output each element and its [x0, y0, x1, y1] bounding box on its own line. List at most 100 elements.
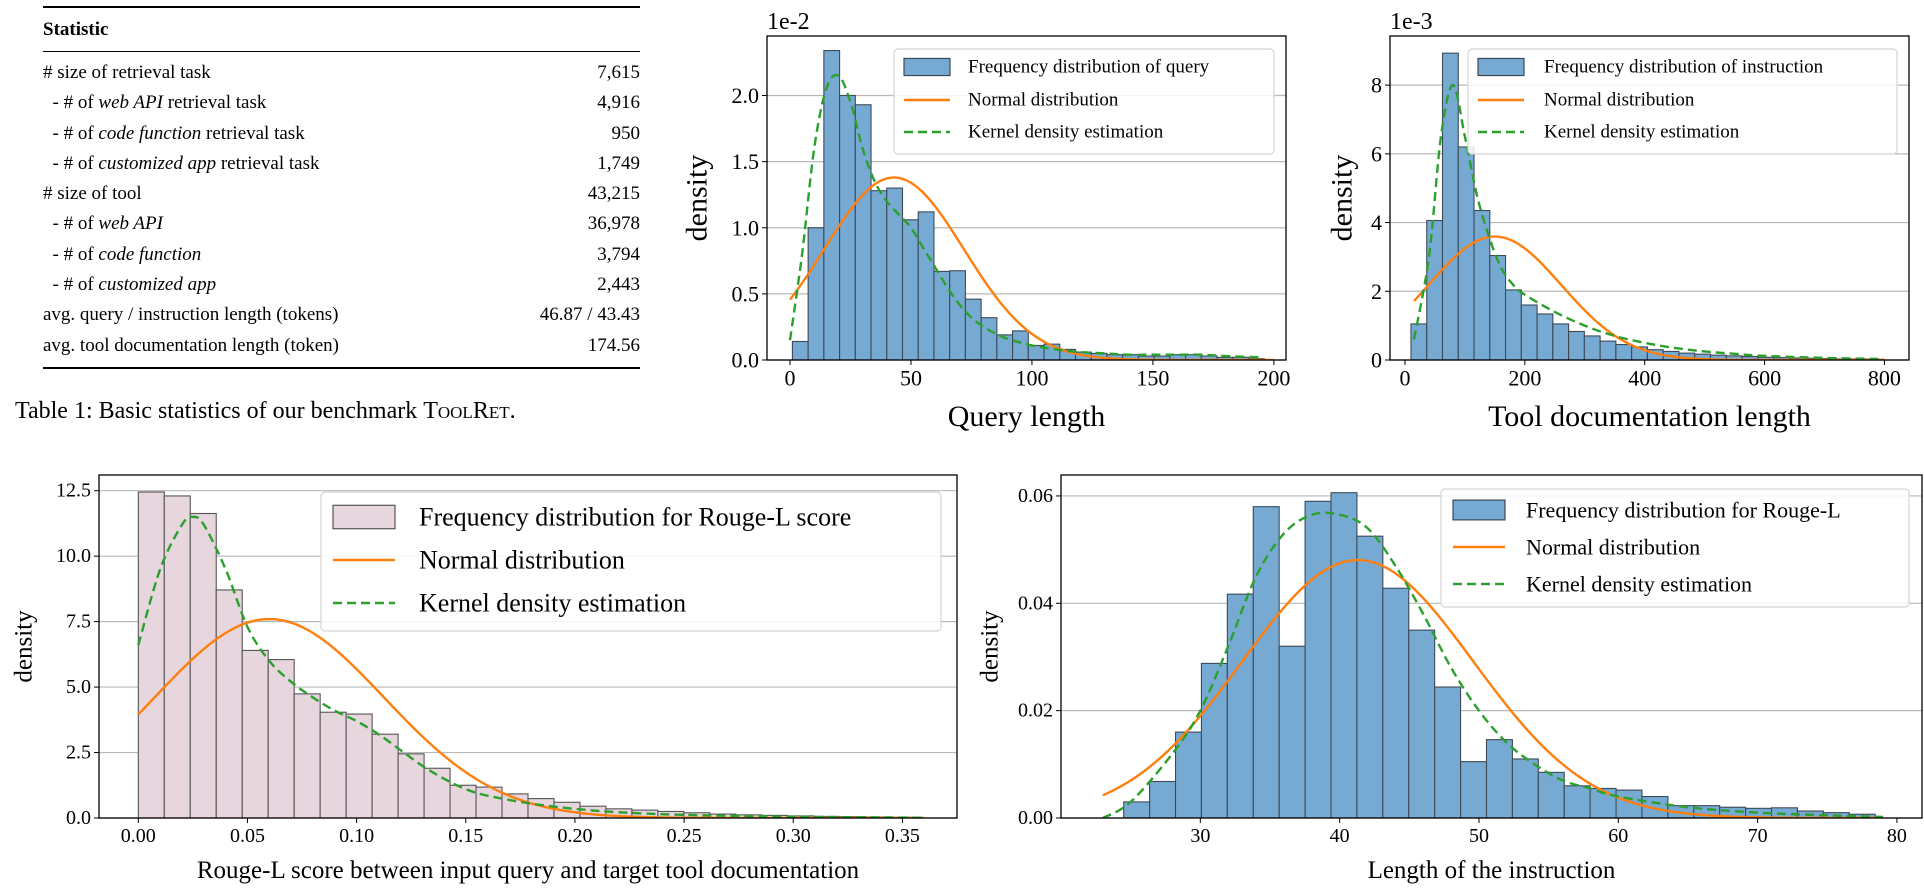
y-tick-label: 0.04	[1018, 592, 1053, 614]
chart-1: 0.0 0.5 1.0 1.5 2.0 0 50 100 150 200 1e-2 Query len…	[681, 9, 1291, 433]
histogram-bar	[423, 767, 451, 818]
row-label-prefix: # size of tool	[43, 183, 142, 205]
kde-line	[1102, 511, 1884, 818]
row-label-em: customized app	[98, 152, 217, 174]
histogram-bar	[854, 104, 872, 360]
legend-label: Normal distribution	[968, 90, 1119, 111]
x-tick-label: 600	[1748, 366, 1781, 391]
legend-histogram-swatch	[332, 504, 396, 530]
chart-4: 0.00 0.02 0.04 0.06 30 40 50 60 70 80 Length of th…	[977, 474, 1923, 884]
row-value: 46.87 / 43.43	[539, 304, 640, 326]
table-body: # size of retrieval task 7,615 - # of web…	[43, 52, 640, 367]
histogram-bar	[1457, 146, 1475, 360]
x-tick-label: 0.00	[121, 825, 156, 847]
histogram-bar	[1485, 739, 1513, 818]
histogram-bar	[137, 491, 165, 818]
legend: Frequency distribution for Rouge-L Normal…	[1440, 488, 1910, 608]
kde-line	[1412, 83, 1879, 360]
y-axis-label: density	[11, 610, 38, 683]
y-tick-label: 6	[1371, 141, 1382, 166]
histogram-bar	[1012, 330, 1029, 360]
histogram-bar	[1356, 535, 1384, 818]
row-label-prefix: - # of	[43, 213, 99, 235]
y-tick-label: 5.0	[66, 676, 91, 698]
row-value: 43,215	[587, 183, 640, 205]
row-label: - # of customized app	[43, 270, 217, 300]
caption-benchmark-name: ToolRet	[423, 398, 510, 424]
y-axis-label: density	[977, 610, 1004, 683]
row-label: - # of code function retrieval task	[43, 119, 305, 149]
histogram-bar	[1149, 780, 1177, 818]
row-value: 174.56	[587, 334, 640, 356]
statistics-table: Statistic # size of retrieval task 7,615 …	[43, 6, 640, 369]
caption-suffix: .	[509, 398, 516, 424]
legend-histogram-swatch	[1452, 499, 1506, 521]
row-label: - # of code function	[43, 240, 202, 270]
axes-frame	[1060, 474, 1923, 819]
legend: Frequency distribution of query Normal di…	[893, 48, 1275, 155]
row-label-em: web API	[98, 213, 163, 235]
histogram-bar	[1408, 629, 1436, 818]
x-axis-label: Rouge-L score between input query and ta…	[197, 857, 860, 884]
histogram-bar	[1330, 492, 1358, 818]
histogram-bar	[901, 219, 919, 360]
plot-area	[788, 49, 1274, 360]
row-label: - # of web API retrieval task	[43, 88, 267, 118]
x-tick-label: 200	[1508, 366, 1541, 391]
y-axis-label: density	[1326, 155, 1359, 242]
row-label: - # of customized app retrieval task	[43, 149, 320, 179]
histogram-bar	[1460, 761, 1488, 818]
chart-2: 0 2 4 6 8 0 200 400 600 800 1e-3 Tool documentation…	[1326, 9, 1910, 433]
row-label: # size of tool	[43, 179, 142, 209]
table-header: Statistic	[43, 19, 109, 40]
row-label-suffix: retrieval task	[201, 122, 305, 144]
histogram-bar	[1410, 323, 1428, 360]
row-value: 7,615	[597, 62, 640, 83]
y-tick-label: 1.0	[732, 215, 760, 240]
row-label-prefix: - # of	[43, 152, 99, 174]
histogram-bar	[980, 317, 998, 360]
legend-label: Normal distribution	[1526, 535, 1700, 560]
legend-histogram-swatch	[1477, 57, 1525, 77]
x-tick-label: 0.10	[339, 825, 374, 847]
table-row: - # of code function retrieval task 950	[43, 119, 641, 149]
caption-prefix: Table 1: Basic statistics of our benchma…	[15, 398, 424, 424]
histogram-bar	[1536, 313, 1554, 360]
row-label: avg. tool documentation length (token)	[43, 331, 339, 361]
row-label-prefix: - # of	[43, 274, 99, 296]
plot-area	[137, 491, 925, 818]
row-label-em: web API	[98, 92, 163, 114]
y-tick-label: 0.02	[1018, 700, 1053, 722]
x-tick-label: 200	[1257, 366, 1290, 391]
y-tick-label: 0.0	[66, 807, 91, 829]
row-label: # size of retrieval task	[43, 58, 211, 88]
x-tick-label: 80	[1887, 825, 1907, 847]
histogram-bar	[293, 693, 321, 818]
x-axis-label: Tool documentation length	[1488, 400, 1811, 433]
histogram-bar	[1426, 219, 1444, 360]
table-row: avg. tool documentation length (token) 17…	[43, 331, 640, 361]
x-tick-label: 50	[900, 366, 922, 391]
y-tick-label: 2.5	[66, 742, 91, 764]
normal-distribution-line	[1102, 558, 1883, 818]
table-top-rule	[43, 6, 640, 8]
histogram-bar	[1504, 289, 1522, 360]
histogram-bar	[1552, 323, 1570, 360]
histogram-bar	[949, 270, 966, 360]
row-label-em: customized app	[98, 274, 217, 296]
x-tick-label: 0.25	[667, 825, 702, 847]
histogram-bar	[345, 713, 373, 818]
histogram-bar	[791, 340, 809, 360]
histogram-bar	[215, 589, 243, 818]
y-offset-label: 1e-3	[1390, 9, 1433, 35]
legend-box	[1467, 48, 1898, 155]
x-tick-label: 0.05	[230, 825, 265, 847]
table-row: - # of customized app 2,443	[43, 270, 641, 300]
row-label-suffix: retrieval task	[216, 152, 320, 174]
x-tick-label: 800	[1868, 366, 1901, 391]
histogram-bar	[449, 784, 477, 818]
histogram-bar	[964, 298, 982, 360]
histogram-bar	[267, 659, 295, 818]
x-tick-label: 400	[1628, 366, 1661, 391]
